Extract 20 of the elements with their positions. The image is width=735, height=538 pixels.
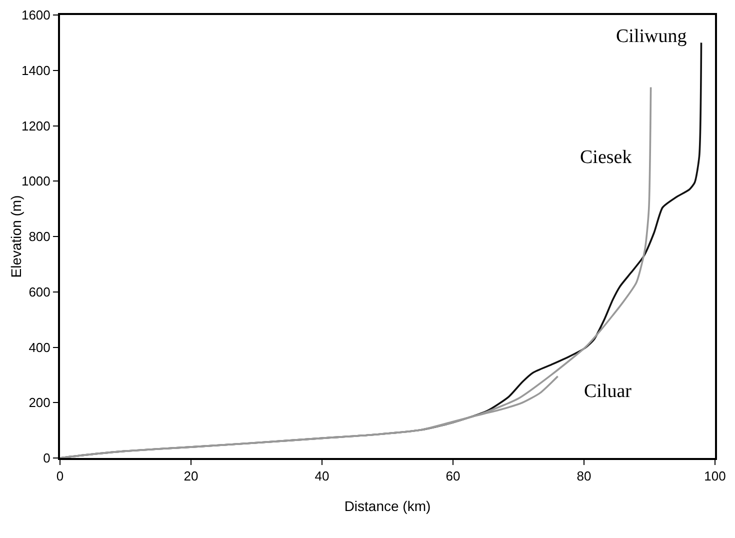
x-tick-label: 0 xyxy=(56,468,64,484)
x-tick-label: 60 xyxy=(446,468,460,484)
y-tick-label: 200 xyxy=(28,395,50,410)
y-tick-label: 1600 xyxy=(21,8,50,23)
y-tick-label: 600 xyxy=(28,284,50,300)
series-label: Ciesek xyxy=(580,147,632,168)
y-tick-label: 1200 xyxy=(21,118,50,134)
y-tick-label: 800 xyxy=(28,229,50,244)
x-tick-label: 20 xyxy=(184,468,198,484)
series-label: Ciliwung xyxy=(616,26,688,47)
y-tick-label: 1000 xyxy=(21,174,50,189)
y-axis-title: Elevation (m) xyxy=(8,195,24,278)
x-axis-title: Distance (km) xyxy=(344,498,431,514)
series-label: Ciluar xyxy=(584,381,632,402)
x-tick-label: 40 xyxy=(314,468,330,484)
y-tick-label: 400 xyxy=(28,340,50,355)
x-tick-label: 100 xyxy=(704,468,726,484)
x-tick-label: 80 xyxy=(576,468,592,484)
y-tick-label: 0 xyxy=(43,450,50,466)
y-tick-label: 1400 xyxy=(21,62,50,78)
